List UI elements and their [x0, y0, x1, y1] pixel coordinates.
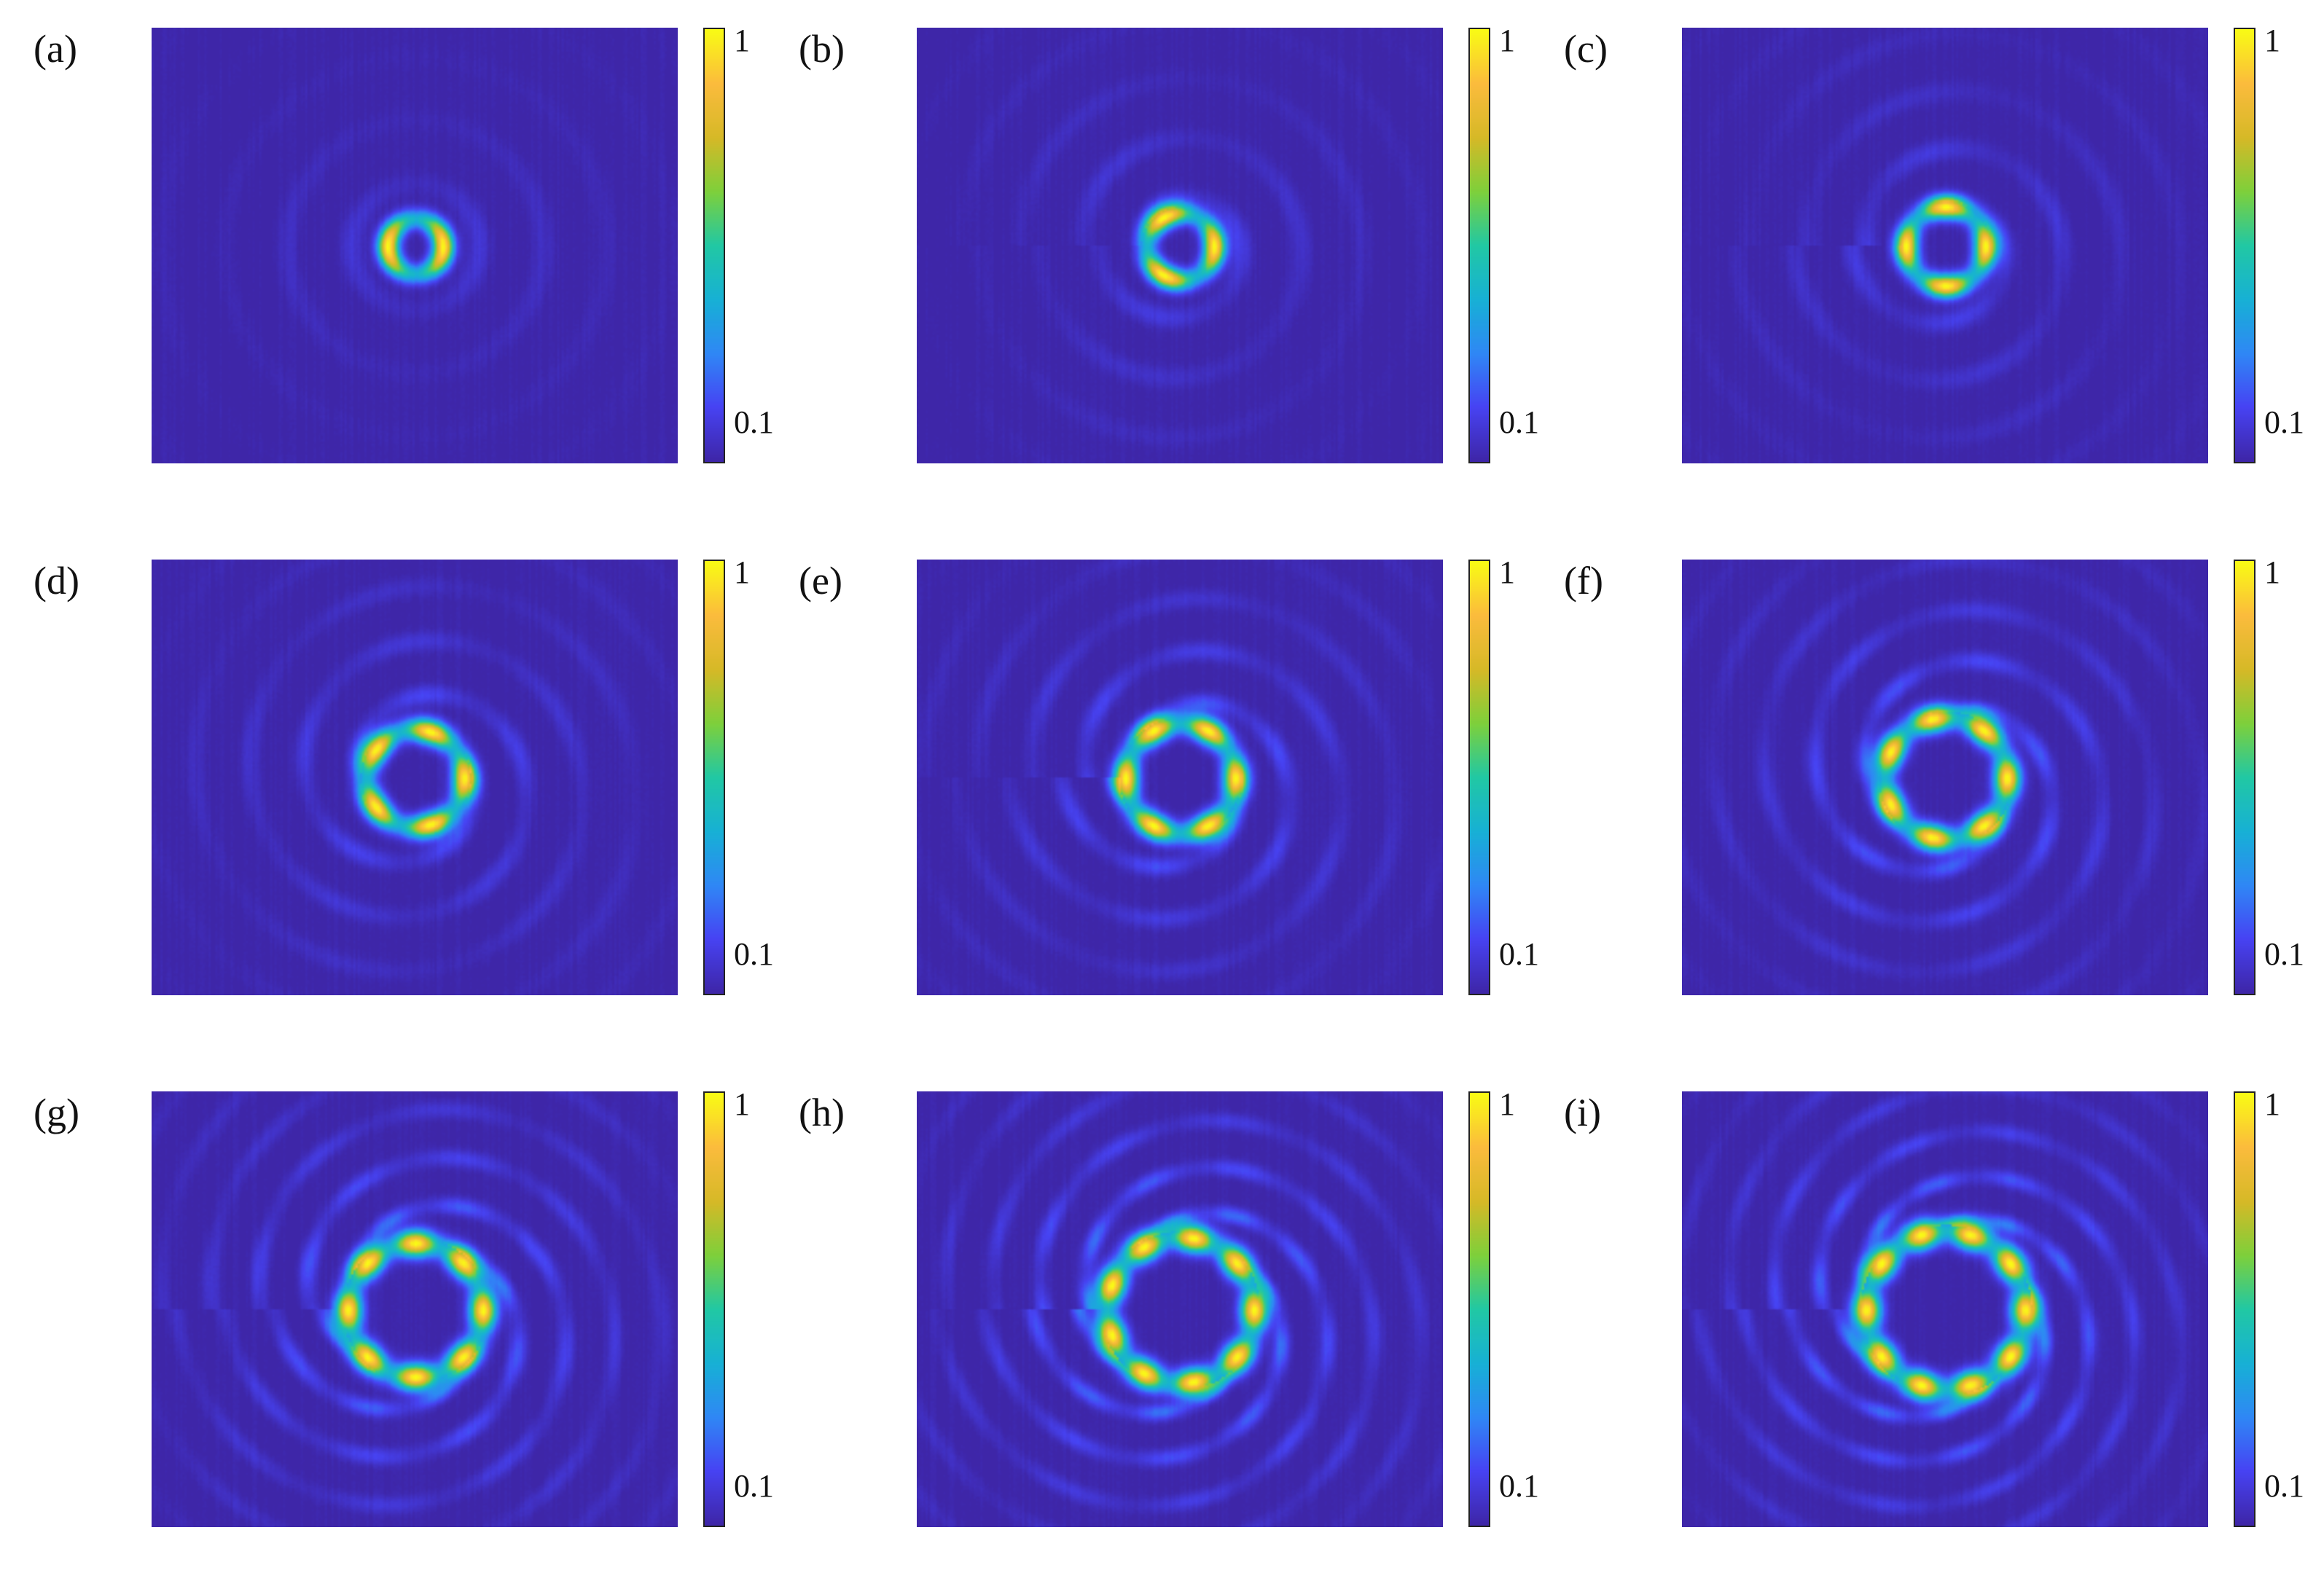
panel-c: (c) 1 0.1: [1560, 22, 2317, 517]
colorbar-min-label: 0.1: [1499, 404, 1539, 440]
colorbar: [1468, 28, 1490, 463]
colorbar-max-label: 1: [2264, 554, 2280, 590]
colorbar: [2234, 28, 2255, 463]
intensity-heatmap: [1682, 1091, 2208, 1527]
panel-label: (b): [799, 27, 845, 71]
colorbar-min-label: 0.1: [1499, 1468, 1539, 1504]
colorbar-max-label: 1: [2264, 1086, 2280, 1122]
panel-label: (f): [1564, 559, 1603, 603]
colorbar-min-label: 0.1: [734, 936, 774, 972]
colorbar: [703, 28, 725, 463]
panel-f: (f) 1 0.1: [1560, 554, 2317, 1049]
colorbar-min-label: 0.1: [2264, 1468, 2304, 1504]
intensity-heatmap: [917, 1091, 1443, 1527]
panel-label: (g): [34, 1091, 79, 1134]
panel-label: (h): [799, 1091, 845, 1134]
colorbar-max-label: 1: [1499, 554, 1515, 590]
colorbar: [2234, 1091, 2255, 1527]
panel-i: (i) 1 0.1: [1560, 1086, 2317, 1581]
colorbar-min-label: 0.1: [734, 404, 774, 440]
panel-a: (a) 1 0.1: [29, 22, 787, 517]
panel-label: (d): [34, 559, 79, 603]
panel-e: (e) 1 0.1: [794, 554, 1552, 1049]
colorbar: [2234, 560, 2255, 995]
panel-label: (e): [799, 559, 842, 603]
panel-h: (h) 1 0.1: [794, 1086, 1552, 1581]
colorbar-min-label: 0.1: [2264, 404, 2304, 440]
panel-label: (i): [1564, 1091, 1601, 1134]
colorbar: [1468, 1091, 1490, 1527]
panel-b: (b) 1 0.1: [794, 22, 1552, 517]
colorbar-max-label: 1: [1499, 23, 1515, 58]
panel-g: (g) 1 0.1: [29, 1086, 787, 1581]
intensity-heatmap: [1682, 560, 2208, 995]
panel-d: (d) 1 0.1: [29, 554, 787, 1049]
colorbar-max-label: 1: [2264, 23, 2280, 58]
panel-label: (a): [34, 27, 77, 71]
colorbar-max-label: 1: [1499, 1086, 1515, 1122]
colorbar-max-label: 1: [734, 23, 750, 58]
colorbar-min-label: 0.1: [1499, 936, 1539, 972]
intensity-heatmap: [152, 560, 678, 995]
intensity-heatmap: [152, 1091, 678, 1527]
colorbar-min-label: 0.1: [2264, 936, 2304, 972]
intensity-heatmap: [917, 560, 1443, 995]
colorbar: [703, 560, 725, 995]
colorbar-max-label: 1: [734, 554, 750, 590]
panel-label: (c): [1564, 27, 1608, 71]
intensity-heatmap: [917, 28, 1443, 463]
colorbar: [1468, 560, 1490, 995]
colorbar-max-label: 1: [734, 1086, 750, 1122]
intensity-heatmap: [152, 28, 678, 463]
colorbar: [703, 1091, 725, 1527]
colorbar-min-label: 0.1: [734, 1468, 774, 1504]
intensity-heatmap: [1682, 28, 2208, 463]
